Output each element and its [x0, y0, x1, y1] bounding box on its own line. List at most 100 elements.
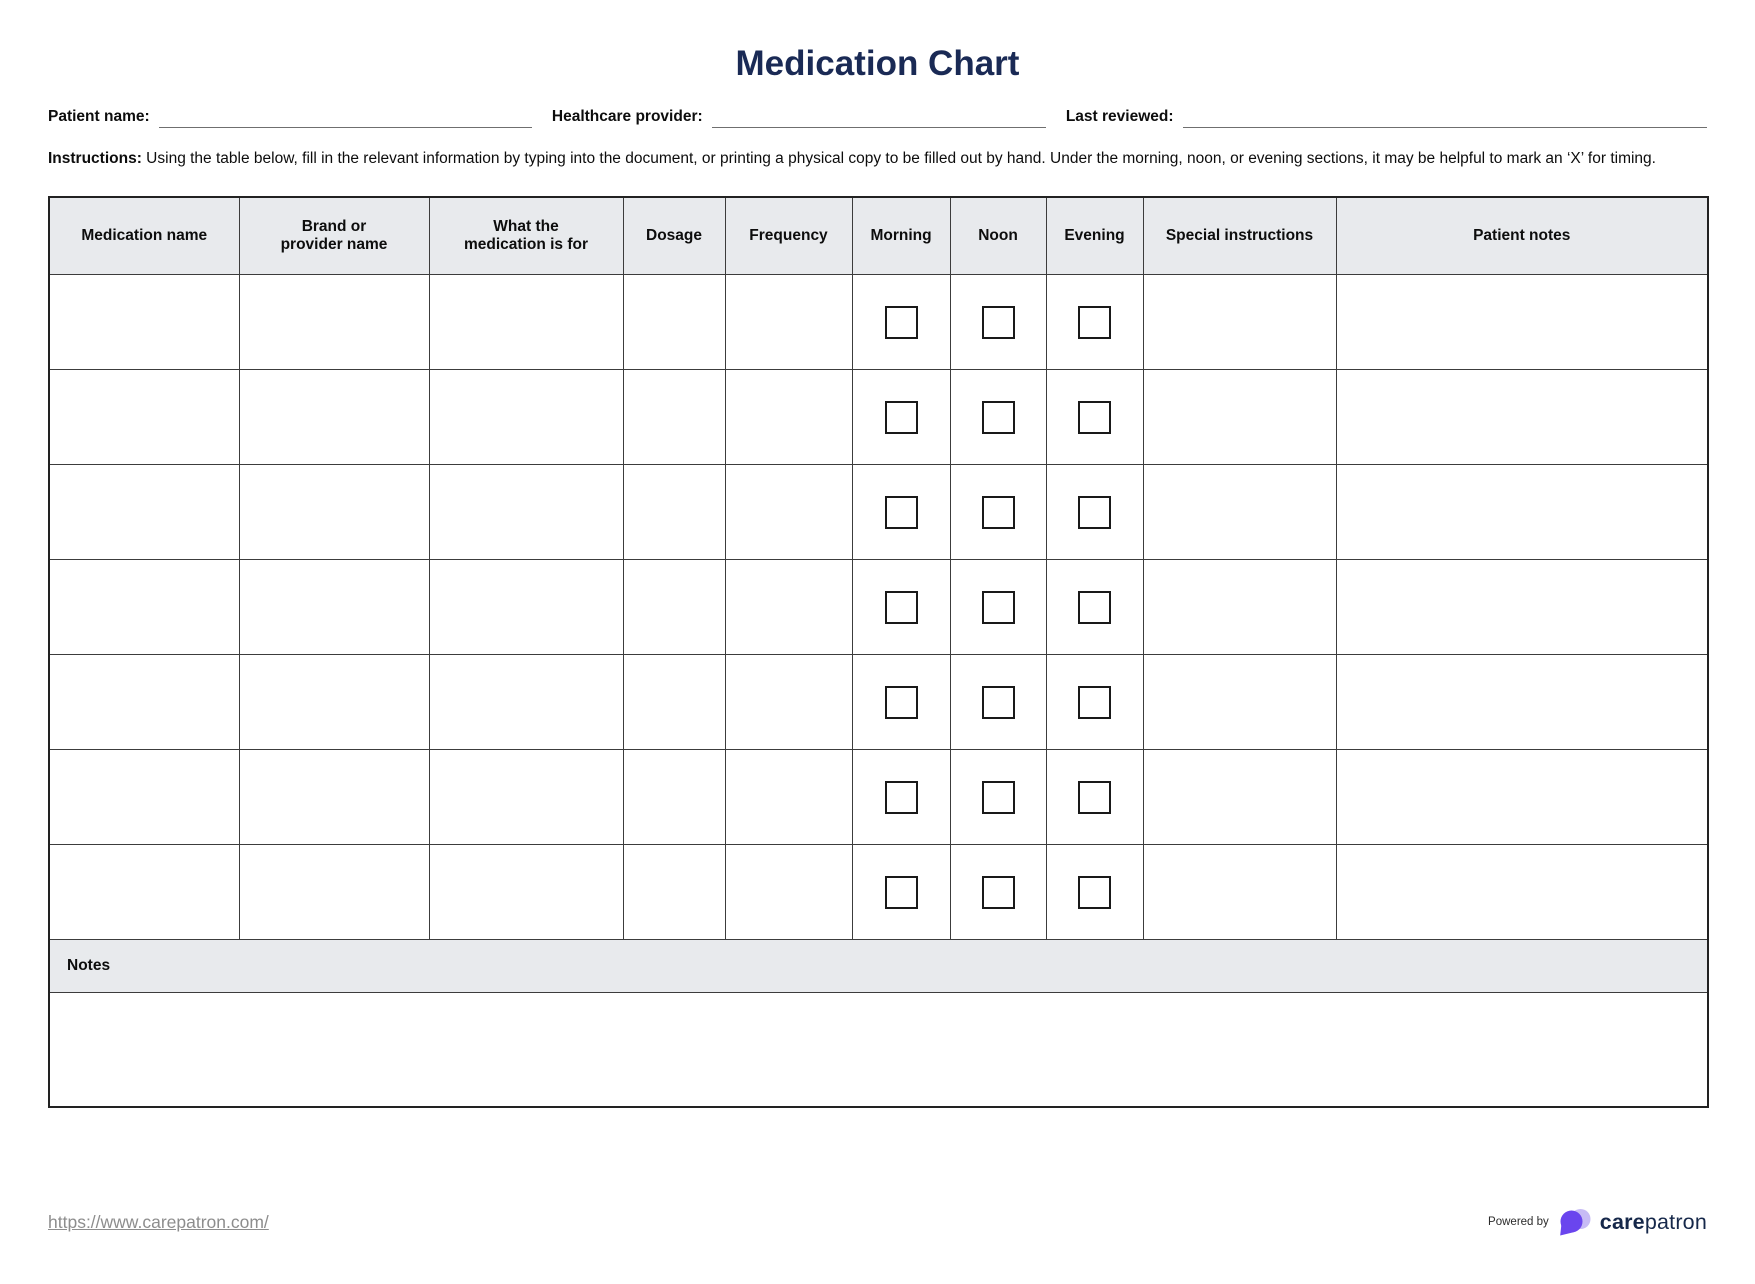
- dosage-cell[interactable]: [622, 654, 726, 750]
- column-header-medication: Medication name: [48, 196, 240, 275]
- noon-cell: [949, 559, 1047, 655]
- brand-cell[interactable]: [238, 464, 430, 560]
- column-header-patientnotes: Patient notes: [1335, 196, 1709, 275]
- morning-cell: [851, 749, 951, 845]
- frequency-cell[interactable]: [724, 654, 853, 750]
- evening-checkbox[interactable]: [1078, 875, 1111, 909]
- medication-cell[interactable]: [48, 654, 240, 750]
- frequency-cell[interactable]: [724, 749, 853, 845]
- dosage-cell[interactable]: [622, 749, 726, 845]
- frequency-cell[interactable]: [724, 464, 853, 560]
- notes-area[interactable]: [48, 992, 1709, 1108]
- noon-checkbox[interactable]: [981, 495, 1015, 529]
- patientnotes-cell[interactable]: [1335, 559, 1709, 655]
- evening-cell: [1045, 274, 1144, 370]
- carepatron-link[interactable]: https://www.carepatron.com/: [48, 1211, 269, 1232]
- table-row: [48, 844, 1709, 940]
- morning-checkbox[interactable]: [884, 400, 918, 434]
- morning-cell: [851, 844, 951, 940]
- noon-checkbox[interactable]: [981, 305, 1015, 339]
- evening-checkbox[interactable]: [1078, 590, 1111, 624]
- patientnotes-cell[interactable]: [1335, 749, 1709, 845]
- purpose-cell[interactable]: [428, 274, 624, 370]
- purpose-cell[interactable]: [428, 369, 624, 465]
- dosage-cell[interactable]: [622, 559, 726, 655]
- page-title: Medication Chart: [735, 44, 1020, 83]
- noon-cell: [949, 369, 1047, 465]
- noon-cell: [949, 654, 1047, 750]
- purpose-cell[interactable]: [428, 654, 624, 750]
- evening-checkbox[interactable]: [1078, 780, 1111, 814]
- evening-checkbox[interactable]: [1078, 685, 1111, 719]
- table-row: [48, 749, 1709, 845]
- dosage-cell[interactable]: [622, 464, 726, 560]
- special-cell[interactable]: [1142, 749, 1337, 845]
- table-header: Medication name Brand or provider name Wha…: [48, 196, 1709, 275]
- special-cell[interactable]: [1142, 464, 1337, 560]
- medication-cell[interactable]: [48, 749, 240, 845]
- noon-checkbox[interactable]: [981, 875, 1015, 909]
- special-cell[interactable]: [1142, 274, 1337, 370]
- noon-checkbox[interactable]: [981, 780, 1015, 814]
- column-header-special: Special instructions: [1142, 196, 1337, 275]
- purpose-cell[interactable]: [428, 464, 624, 560]
- evening-cell: [1045, 654, 1144, 750]
- evening-checkbox[interactable]: [1078, 400, 1111, 434]
- morning-checkbox[interactable]: [884, 875, 918, 909]
- medication-cell[interactable]: [48, 844, 240, 940]
- instructions-paragraph: Instructions: Using the table below, fil…: [48, 148, 1707, 170]
- patientnotes-cell[interactable]: [1335, 844, 1709, 940]
- purpose-cell[interactable]: [428, 844, 624, 940]
- medication-cell[interactable]: [48, 464, 240, 560]
- morning-checkbox[interactable]: [884, 685, 918, 719]
- patientnotes-cell[interactable]: [1335, 369, 1709, 465]
- dosage-cell[interactable]: [622, 844, 726, 940]
- purpose-cell[interactable]: [428, 749, 624, 845]
- notes-header-row: Notes: [48, 939, 1709, 993]
- morning-checkbox[interactable]: [884, 780, 918, 814]
- patient-name-input[interactable]: [158, 108, 532, 128]
- brand-cell[interactable]: [238, 559, 430, 655]
- evening-checkbox[interactable]: [1078, 495, 1111, 529]
- column-header-purpose: What the medication is for: [428, 196, 624, 275]
- brand-cell[interactable]: [238, 844, 430, 940]
- noon-checkbox[interactable]: [981, 590, 1015, 624]
- morning-checkbox[interactable]: [884, 495, 918, 529]
- medication-cell[interactable]: [48, 559, 240, 655]
- noon-checkbox[interactable]: [981, 400, 1015, 434]
- evening-cell: [1045, 844, 1144, 940]
- special-cell[interactable]: [1142, 844, 1337, 940]
- morning-cell: [851, 559, 951, 655]
- noon-checkbox[interactable]: [981, 685, 1015, 719]
- special-cell[interactable]: [1142, 654, 1337, 750]
- special-cell[interactable]: [1142, 369, 1337, 465]
- medication-cell[interactable]: [48, 274, 240, 370]
- dosage-cell[interactable]: [622, 274, 726, 370]
- evening-checkbox[interactable]: [1078, 305, 1111, 339]
- patient-name-label: Patient name:: [48, 108, 150, 125]
- morning-checkbox[interactable]: [884, 305, 918, 339]
- medication-cell[interactable]: [48, 369, 240, 465]
- healthcare-provider-input[interactable]: [711, 108, 1046, 128]
- patientnotes-cell[interactable]: [1335, 654, 1709, 750]
- brand-cell[interactable]: [238, 654, 430, 750]
- header-fields: Patient name: Healthcare provider: Last …: [48, 108, 1707, 128]
- morning-checkbox[interactable]: [884, 590, 918, 624]
- table-row: [48, 464, 1709, 560]
- frequency-cell[interactable]: [724, 844, 853, 940]
- brand-cell[interactable]: [238, 369, 430, 465]
- brand-cell[interactable]: [238, 749, 430, 845]
- healthcare-provider-field: Healthcare provider:: [552, 108, 1046, 128]
- frequency-cell[interactable]: [724, 274, 853, 370]
- special-cell[interactable]: [1142, 559, 1337, 655]
- frequency-cell[interactable]: [724, 559, 853, 655]
- brand-cell[interactable]: [238, 274, 430, 370]
- brand-text-patron: patron: [1644, 1209, 1707, 1234]
- last-reviewed-input[interactable]: [1182, 108, 1707, 128]
- frequency-cell[interactable]: [724, 369, 853, 465]
- patientnotes-cell[interactable]: [1335, 464, 1709, 560]
- purpose-cell[interactable]: [428, 559, 624, 655]
- patientnotes-cell[interactable]: [1335, 274, 1709, 370]
- patient-name-field: Patient name:: [48, 108, 532, 128]
- dosage-cell[interactable]: [622, 369, 726, 465]
